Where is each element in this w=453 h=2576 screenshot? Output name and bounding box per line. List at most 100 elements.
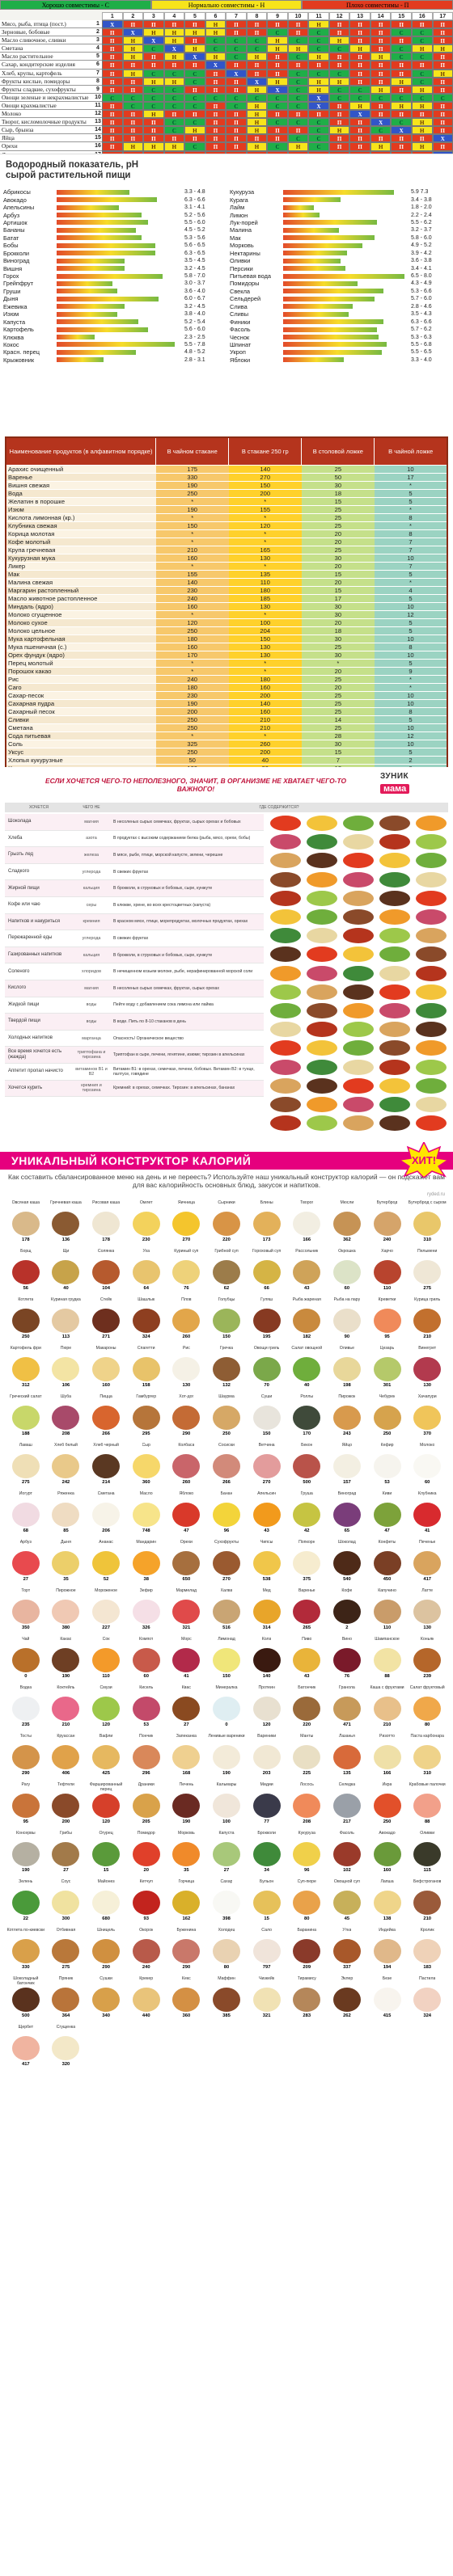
calorie-item-picture (172, 1551, 201, 1575)
calorie-item-picture (252, 1988, 281, 2012)
measures-value: * (374, 578, 447, 587)
measures-value: 230 (155, 691, 229, 700)
measures-value: 25 (301, 505, 375, 514)
calorie-item-kcal: 158 (142, 1383, 150, 1388)
calorie-item-name: Тосты (19, 1734, 32, 1739)
matrix-cell: П (432, 36, 453, 45)
calorie-item: Зелень 22 (6, 1879, 45, 1926)
calorie-item: Овощной суп 45 (328, 1879, 366, 1926)
calorie-item: Пицца 266 (87, 1394, 125, 1441)
ph-bar (283, 335, 379, 340)
calorie-item-kcal: 0 (24, 1674, 28, 1679)
measures-product: Малина свежая (6, 578, 156, 587)
calorie-item-picture (132, 1988, 160, 2012)
calorie-item: Безе 415 (368, 1976, 407, 2023)
calorie-item-name: Йогурт (19, 1491, 32, 1496)
ph-bar (57, 204, 119, 210)
calorie-item-picture (373, 1357, 401, 1381)
calorie-item-name: Ананас (99, 1540, 113, 1545)
measures-product: Масло животное растопленное (6, 594, 156, 603)
calorie-item-name: Кекс (181, 1976, 191, 1981)
food-picture (307, 890, 337, 906)
food-picture (270, 984, 301, 1000)
measures-row: Желатин в порошке * * 15 5 (6, 497, 447, 506)
food-picture (416, 928, 447, 944)
food-picture (343, 816, 374, 831)
ph-bar (57, 242, 155, 248)
calorie-item-picture (92, 1891, 121, 1915)
calorie-item-name: Торт (21, 1588, 31, 1593)
calorie-item-name: Овощной суп (333, 1879, 360, 1884)
matrix-cell: Н (267, 36, 288, 45)
food-picture (416, 1022, 447, 1038)
calorie-item-kcal: 198 (343, 1383, 351, 1388)
calorie-item-name: Тефтели (57, 1782, 74, 1787)
food-picture (343, 1022, 374, 1038)
measures-value: 230 (155, 586, 229, 595)
calorie-item-kcal: 370 (423, 1431, 432, 1436)
matrix-cell: С (226, 36, 247, 45)
measures-row: Кислота лимонная (кр.) * * 25 8 (6, 513, 447, 522)
matrix-cell: П (246, 28, 268, 37)
ph-item-name: Помидоры (230, 280, 260, 288)
calorie-item-kcal: 350 (21, 1625, 30, 1630)
measures-value: * (155, 538, 229, 546)
matrix-cell: П (328, 142, 350, 151)
measures-value: 14 (301, 715, 375, 724)
food-picture (307, 1040, 337, 1056)
calorie-item-kcal: 209 (303, 1965, 311, 1970)
calorie-item-kcal: 150 (262, 1431, 271, 1436)
calorie-item-kcal: 324 (142, 1334, 150, 1339)
calorie-item: Кекс 360 (167, 1976, 206, 2023)
ph-bar (57, 327, 148, 332)
matrix-row-number: 5 (94, 53, 102, 61)
calorie-item-picture (413, 1745, 442, 1769)
calorie-item-kcal: 106 (61, 1383, 70, 1388)
calorie-item: Холодец 80 (207, 1928, 246, 1975)
ph-bar (283, 357, 344, 363)
measures-product: Соль (6, 740, 156, 748)
calorie-item-picture (172, 1648, 201, 1672)
calorie-item-picture (332, 1745, 361, 1769)
measures-value: 250 (155, 715, 229, 724)
matrix-cell: П (246, 20, 268, 29)
calorie-item-name: Суп-пюре (297, 1879, 316, 1884)
matrix-cell: П (184, 61, 205, 70)
matrix-cell: Н (328, 77, 350, 86)
ph-row: Изюм 3.8 - 4.0 (3, 310, 223, 318)
measures-value: 210 (228, 723, 302, 732)
calorie-item-name: Фасоль (339, 1831, 354, 1836)
food-picture (343, 853, 374, 869)
measures-row: Сахар-песок 230 200 25 10 (6, 691, 447, 700)
matrix-cell: П (102, 110, 123, 119)
calorie-item-name: Шоколадный батончик (13, 1976, 39, 1986)
food-picture (379, 834, 410, 850)
calorie-item-picture (11, 1988, 40, 2012)
craving-source: В красном мясе, птице, морепродуктах, мо… (113, 919, 248, 925)
measures-value: 175 (155, 465, 229, 474)
food-picture (270, 816, 301, 831)
matrix-cell: Н (308, 77, 329, 86)
ph-item-name: Нектарины (230, 249, 260, 257)
measures-value: * (374, 683, 447, 692)
calorie-item-name: Компот (139, 1637, 154, 1642)
calorie-item-name: Коньяк (420, 1637, 434, 1642)
calorie-item-name: Винегрет (418, 1346, 437, 1351)
measures-value: 20 (301, 562, 375, 571)
calorie-item-picture (252, 1551, 281, 1575)
craving-row: Шоколада магния В несоленых сырых семечках… (5, 814, 264, 831)
site-mark: ryded.ru (426, 1192, 445, 1197)
measures-product: Перец молотый (6, 659, 156, 668)
cravings-title: ЕСЛИ ХОЧЕТСЯ ЧЕГО-ТО НЕПОЛЕЗНОГО, ЗНАЧИТ… (45, 777, 346, 793)
matrix-cell: П (102, 101, 123, 111)
calorie-item-picture (132, 1406, 160, 1430)
ph-range: 3.6 - 3.8 (411, 258, 432, 264)
calorie-item-kcal: 190 (222, 1771, 231, 1776)
measures-value: 50 (301, 473, 375, 482)
calorie-item: Халва 516 (207, 1588, 246, 1635)
ph-row: Ежевика 3.2 - 4.5 (3, 303, 223, 310)
food-picture (307, 816, 337, 831)
measures-row: Варенье 330 270 50 17 (6, 473, 447, 482)
ph-item-name: Оливки (230, 257, 251, 265)
matrix-cell: С (308, 36, 329, 45)
